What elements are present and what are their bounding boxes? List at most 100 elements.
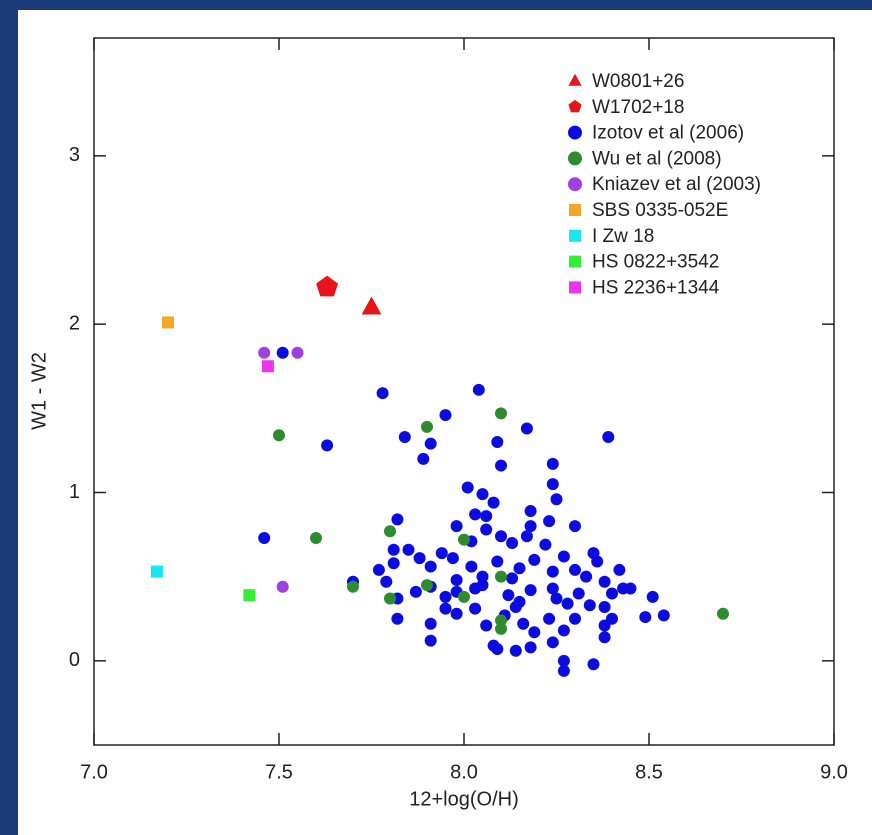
- data-point: [450, 607, 463, 620]
- data-point: [439, 409, 452, 422]
- data-point: [398, 430, 411, 443]
- data-point: [491, 643, 504, 656]
- x-tick-label: 7.0: [80, 761, 108, 783]
- data-point: [491, 436, 504, 448]
- data-point: [569, 612, 581, 625]
- data-point: [613, 563, 626, 576]
- data-point: [583, 599, 596, 612]
- data-point: [421, 579, 433, 592]
- legend-label: HS 2236+1344: [592, 277, 720, 298]
- legend-marker: [569, 229, 581, 242]
- data-point: [528, 553, 541, 566]
- data-point: [506, 572, 519, 585]
- data-point: [513, 562, 526, 575]
- legend-label: Kniazev et al (2003): [592, 174, 761, 195]
- x-axis-label: 12+log(O/H): [409, 788, 519, 810]
- data-point: [561, 597, 574, 610]
- data-point: [450, 574, 463, 587]
- data-point: [598, 575, 611, 588]
- data-point: [495, 622, 507, 635]
- data-point: [520, 530, 533, 543]
- data-point: [291, 346, 304, 359]
- data-point: [469, 602, 482, 615]
- data-point: [495, 530, 507, 543]
- data-point: [495, 459, 507, 472]
- data-point: [472, 383, 485, 396]
- data-point: [598, 631, 611, 644]
- data-point: [276, 580, 289, 593]
- data-point: [273, 429, 285, 442]
- data-point: [524, 520, 537, 533]
- data-point: [439, 590, 452, 603]
- data-point: [435, 547, 448, 560]
- data-point: [639, 611, 652, 624]
- data-point: [491, 555, 504, 568]
- data-point: [572, 587, 585, 600]
- data-point: [543, 515, 556, 528]
- data-point: [461, 481, 474, 494]
- data-point: [587, 658, 600, 671]
- y-tick-label: 1: [69, 481, 80, 503]
- data-point: [465, 560, 478, 573]
- legend-marker: [568, 177, 582, 192]
- data-point: [546, 565, 559, 578]
- legend-label: W0801+26: [592, 71, 684, 92]
- data-point: [557, 624, 570, 637]
- data-point: [424, 560, 437, 573]
- slide-panel: [18, 10, 872, 835]
- data-point: [439, 602, 452, 615]
- data-point: [480, 510, 493, 523]
- data-point: [543, 612, 556, 625]
- data-point: [646, 590, 659, 603]
- legend-label: HS 0822+3542: [592, 252, 719, 273]
- data-point: [476, 488, 489, 501]
- data-point: [517, 617, 530, 630]
- data-point: [487, 496, 500, 509]
- data-point: [450, 520, 463, 533]
- x-tick-label: 8.0: [450, 761, 478, 783]
- data-point: [546, 478, 559, 491]
- data-point: [258, 531, 271, 544]
- data-point: [480, 619, 493, 632]
- data-point: [469, 508, 482, 521]
- data-point: [458, 533, 470, 546]
- legend-marker: [569, 204, 581, 216]
- x-tick-label: 8.5: [635, 761, 663, 783]
- legend-label: Wu et al (2008): [592, 148, 722, 169]
- legend-marker: [569, 255, 581, 268]
- data-point: [524, 505, 537, 518]
- data-point: [528, 626, 541, 639]
- data-point: [569, 563, 581, 576]
- data-point: [509, 644, 522, 657]
- data-point: [606, 587, 618, 600]
- data-point: [162, 316, 174, 329]
- data-point: [495, 407, 507, 420]
- data-point: [524, 641, 537, 654]
- data-point: [391, 612, 404, 625]
- data-point: [546, 582, 559, 595]
- data-point: [421, 420, 433, 433]
- y-tick-label: 3: [69, 144, 80, 166]
- data-point: [391, 513, 404, 526]
- data-point: [276, 346, 289, 359]
- plot-frame: [93, 37, 835, 746]
- data-point: [387, 557, 400, 570]
- legend-marker: [568, 99, 582, 113]
- legend-marker: [568, 73, 582, 86]
- legend-marker: [569, 281, 581, 294]
- legend-label: SBS 0335-052E: [592, 200, 728, 221]
- data-point: [384, 592, 396, 605]
- data-point: [509, 600, 522, 613]
- legend-label: Izotov et al (2006): [592, 123, 744, 144]
- y-tick-label: 0: [69, 649, 80, 671]
- data-point: [402, 543, 415, 556]
- data-point: [550, 592, 563, 605]
- data-point: [261, 360, 274, 373]
- data-point: [384, 525, 396, 538]
- data-point: [380, 575, 393, 588]
- data-point: [417, 452, 430, 465]
- data-point: [524, 584, 537, 597]
- data-point: [424, 617, 437, 630]
